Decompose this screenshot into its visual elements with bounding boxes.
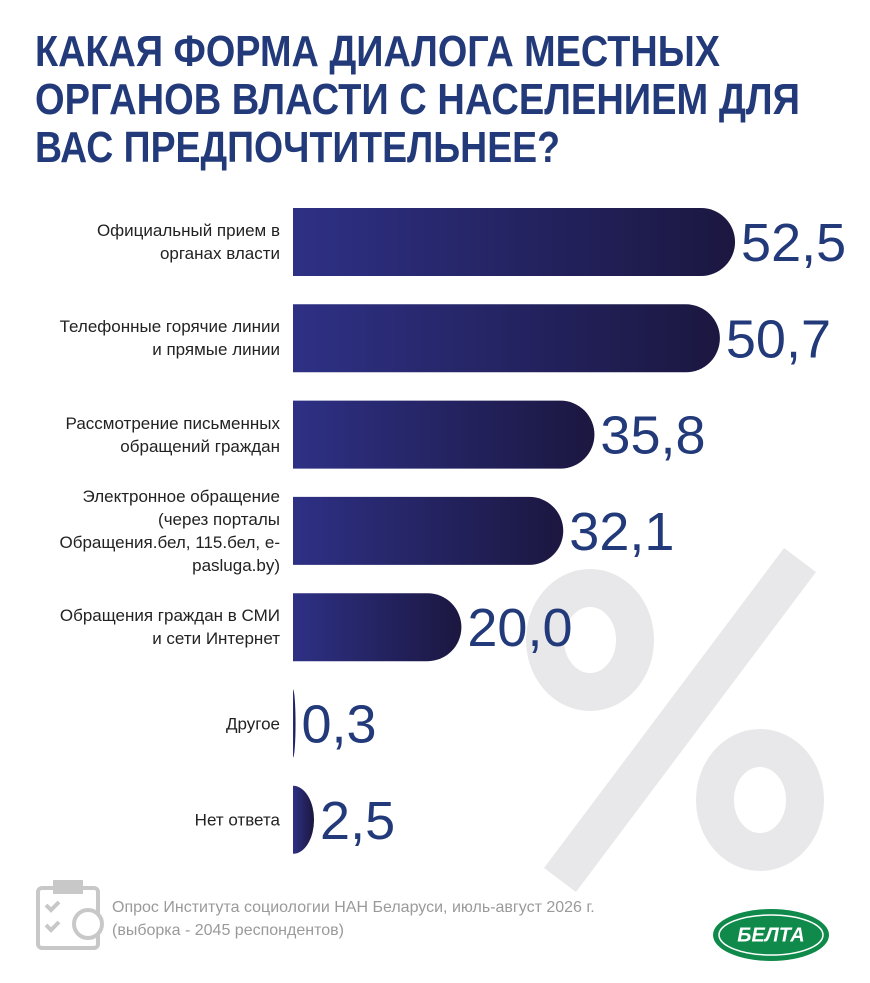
bar <box>293 304 720 373</box>
category-label: Обращения граждан в СМИ и сети Интернет <box>59 606 280 649</box>
title-line: КАКАЯ ФОРМА ДИАЛОГА МЕСТНЫХ <box>35 27 720 76</box>
bar <box>293 689 296 758</box>
bar <box>293 785 315 854</box>
percent-watermark <box>526 548 824 892</box>
value-label: 52,5 <box>741 213 846 273</box>
title-line: ОРГАНОВ ВЛАСТИ С НАСЕЛЕНИЕМ ДЛЯ <box>35 75 800 124</box>
bar <box>293 496 564 565</box>
chart-title: КАКАЯ ФОРМА ДИАЛОГА МЕСТНЫХ ОРГАНОВ ВЛАС… <box>35 27 800 172</box>
bar <box>293 208 736 276</box>
source-line: (выборка - 2045 респондентов) <box>112 922 344 939</box>
source-line: Опрос Института социологии НАН Беларуси,… <box>112 899 595 916</box>
value-label: 35,8 <box>600 406 705 466</box>
value-label: 0,3 <box>302 695 377 755</box>
value-label: 32,1 <box>569 502 674 562</box>
category-label: Рассмотрение письменных обращений гражда… <box>65 413 280 456</box>
logo-text: БЕЛТА <box>737 924 804 946</box>
bar <box>293 400 595 469</box>
value-label: 2,5 <box>320 791 395 851</box>
category-label: Другое <box>225 714 280 733</box>
category-label: Электронное обращение (через порталы Обр… <box>59 486 280 575</box>
value-label: 50,7 <box>726 309 831 369</box>
source-icon <box>36 880 104 950</box>
logo: БЕЛТА <box>713 909 829 961</box>
bar <box>293 593 462 662</box>
title-line: ВАС ПРЕДПОЧТИТЕЛЬНЕЕ? <box>35 123 560 172</box>
value-label: 20,0 <box>467 598 572 658</box>
category-label: Официальный прием в органах власти <box>96 221 280 263</box>
category-label: Нет ответа <box>194 810 280 830</box>
category-label: Телефонные горячие линии и прямые линии <box>59 317 280 360</box>
